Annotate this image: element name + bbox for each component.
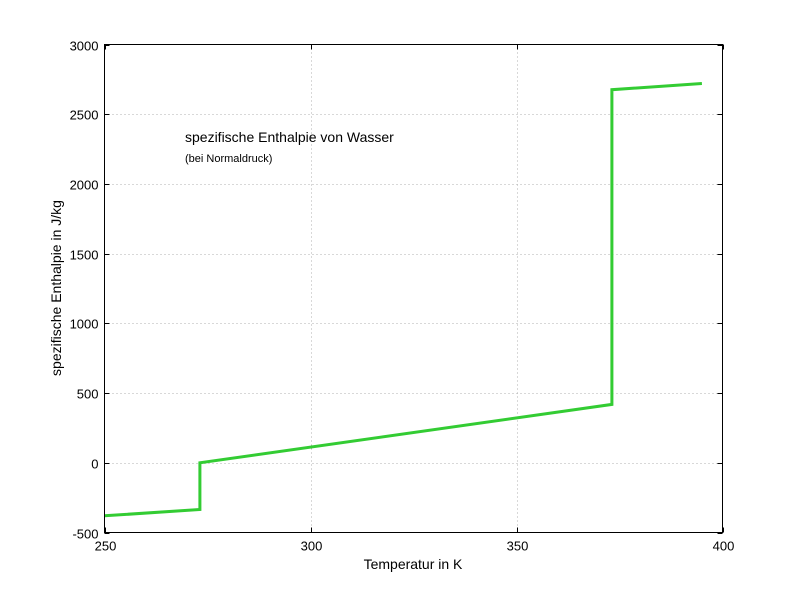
y-tick-label: 1500	[70, 248, 99, 263]
grid-lines	[104, 44, 723, 533]
y-tick-label: 1000	[70, 317, 99, 332]
axis-ticks: 250 300 350 400 -500 0 500 1000 1500 2000 2500 3000	[70, 39, 735, 554]
enthalpy-series-line	[104, 82, 703, 518]
x-tick-label: 250	[95, 539, 117, 554]
plot-frame	[104, 44, 723, 533]
y-tick-label: 3000	[70, 39, 99, 54]
y-axis-label: spezifische Enthalpie in J/kg	[48, 200, 64, 376]
series-layer	[104, 82, 703, 518]
y-tick-label: -500	[72, 527, 98, 542]
annotation-sub: (bei Normaldruck)	[185, 153, 272, 165]
x-tick-label: 350	[507, 539, 529, 554]
y-tick-label: 2000	[70, 178, 99, 193]
y-tick-label: 500	[77, 387, 99, 402]
annotation-main: spezifische Enthalpie von Wasser	[185, 129, 394, 145]
x-tick-label: 400	[713, 539, 735, 554]
x-axis-label: Temperatur in K	[364, 556, 463, 572]
y-tick-label: 2500	[70, 108, 99, 123]
x-tick-label: 300	[301, 539, 323, 554]
y-tick-label: 0	[91, 457, 98, 472]
